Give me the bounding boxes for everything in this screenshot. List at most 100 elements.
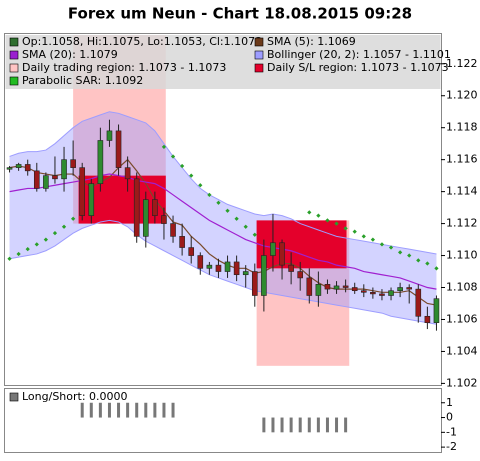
legend-swatch (9, 76, 19, 86)
candle-body (197, 255, 204, 269)
candle-body (124, 167, 131, 180)
sar-dot (52, 231, 58, 236)
bar (298, 417, 302, 433)
y-tick-label: 1.108 (446, 281, 478, 294)
candle-body (406, 287, 413, 290)
candle-body (43, 175, 49, 189)
legend-label: Daily trading region: 1.1073 - 1.1073 (22, 61, 226, 74)
bar (126, 402, 130, 418)
y-tick-label: 1.116 (446, 153, 478, 166)
candle-body (324, 284, 331, 290)
y-tick-label: 1.114 (446, 185, 478, 198)
bar (271, 417, 275, 433)
bar (316, 417, 320, 433)
candle-body (279, 242, 285, 266)
sar-dot (379, 242, 385, 247)
y-tick-label: -1 (446, 425, 457, 438)
sar-dot (34, 242, 39, 247)
bar (98, 402, 102, 418)
bar (289, 417, 293, 433)
candle-body (79, 167, 86, 216)
candle-body (415, 288, 422, 317)
sar-dot (225, 208, 230, 213)
legend-swatch (9, 63, 19, 73)
bar (162, 402, 166, 418)
legend-swatch (254, 37, 264, 47)
candle-body (15, 164, 22, 168)
legend-swatch (254, 50, 264, 60)
bar (153, 402, 157, 418)
sar-dot (161, 144, 167, 149)
bar (107, 402, 111, 418)
legend-swatch (9, 50, 19, 60)
candle-body (152, 199, 158, 216)
bar (325, 417, 329, 433)
legend-label: SMA (5): 1.1069 (267, 35, 356, 48)
sar-dot (334, 221, 339, 226)
candle-body (270, 242, 276, 256)
candle-body (224, 261, 231, 272)
sar-dot (388, 245, 394, 250)
candle-body (379, 293, 385, 296)
sar-dot (352, 229, 357, 234)
sar-dot (180, 163, 185, 169)
candle-body (433, 298, 440, 323)
bar (280, 417, 284, 433)
sar-dot (243, 224, 248, 229)
y-tick-label: 1.120 (446, 89, 478, 102)
sar-dot (407, 253, 412, 258)
sar-dot (416, 258, 421, 263)
sar-dot (343, 226, 348, 231)
sar-dot (325, 218, 330, 223)
lower-panel (4, 388, 442, 453)
sar-dot (252, 232, 257, 237)
candle-body (306, 277, 313, 296)
candle-body (288, 264, 294, 272)
candle-body (424, 315, 431, 323)
candle-body (33, 170, 40, 189)
sar-dot (25, 247, 30, 252)
y-tick-label: 1.106 (446, 312, 478, 325)
candle-body (161, 215, 167, 224)
legend-swatch (9, 392, 19, 402)
sar-dot (170, 154, 176, 159)
legend-label: Op:1.1058, Hi:1.1075, Lo:1.1053, Cl:1.10… (22, 35, 262, 48)
y-tick-label: 1.112 (446, 217, 478, 230)
candle-body (142, 199, 149, 237)
candle-body (179, 236, 185, 248)
sar-dot (316, 213, 321, 218)
y-tick-label: 1.102 (446, 376, 478, 389)
candle-body (188, 247, 195, 256)
panel-label: Long/Short: 0.0000 (22, 390, 128, 403)
candle-body (215, 264, 222, 272)
y-tick-label: 1.104 (446, 344, 478, 357)
sar-dot (434, 266, 439, 271)
legend-swatch (9, 37, 19, 47)
candle-body (315, 284, 322, 296)
candle-body (370, 292, 376, 295)
candle-body (360, 290, 367, 293)
candle-body (397, 287, 403, 292)
bar (344, 417, 348, 433)
sar-dot (207, 192, 212, 197)
region (256, 220, 347, 269)
main-plot: Op:1.1058, Hi:1.1075, Lo:1.1053, Cl:1.10… (5, 35, 478, 389)
candle-body (52, 175, 58, 180)
bar (335, 417, 339, 433)
sar-dot (43, 237, 48, 242)
bar (171, 402, 175, 418)
candle-body (242, 271, 249, 276)
legend-label: Parabolic SAR: 1.1092 (22, 74, 143, 87)
candle-body (170, 223, 176, 237)
y-tick-label: 1.110 (446, 249, 478, 262)
bar (307, 417, 311, 433)
bar (89, 402, 93, 418)
candle-body (251, 271, 258, 296)
legend-box (5, 35, 441, 89)
candle-body (61, 159, 67, 180)
candle-body (24, 164, 31, 172)
sar-dot (307, 210, 312, 215)
candle-body (88, 183, 95, 216)
sar-dot (16, 251, 21, 257)
